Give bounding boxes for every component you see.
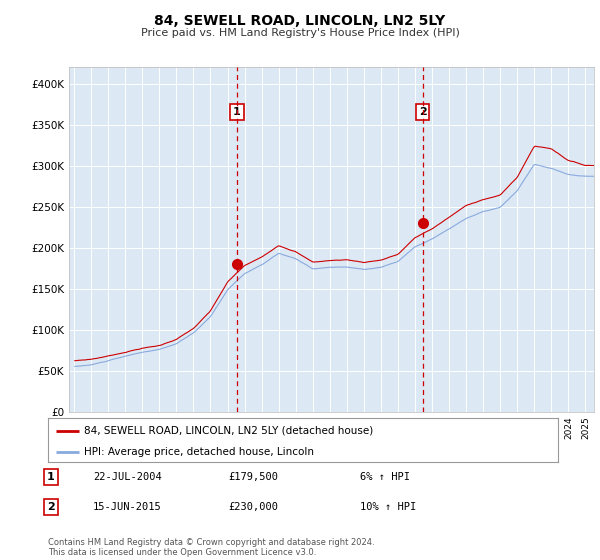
Text: Price paid vs. HM Land Registry's House Price Index (HPI): Price paid vs. HM Land Registry's House … [140, 28, 460, 38]
Text: 84, SEWELL ROAD, LINCOLN, LN2 5LY (detached house): 84, SEWELL ROAD, LINCOLN, LN2 5LY (detac… [84, 426, 373, 436]
Text: Contains HM Land Registry data © Crown copyright and database right 2024.
This d: Contains HM Land Registry data © Crown c… [48, 538, 374, 557]
Text: 2: 2 [419, 107, 427, 117]
Text: 10% ↑ HPI: 10% ↑ HPI [360, 502, 416, 512]
Text: HPI: Average price, detached house, Lincoln: HPI: Average price, detached house, Linc… [84, 447, 314, 458]
Text: 1: 1 [233, 107, 241, 117]
Text: 22-JUL-2004: 22-JUL-2004 [93, 472, 162, 482]
Text: £179,500: £179,500 [228, 472, 278, 482]
Text: 1: 1 [47, 472, 55, 482]
Text: 6% ↑ HPI: 6% ↑ HPI [360, 472, 410, 482]
Text: £230,000: £230,000 [228, 502, 278, 512]
Text: 2: 2 [47, 502, 55, 512]
Text: 15-JUN-2015: 15-JUN-2015 [93, 502, 162, 512]
Text: 84, SEWELL ROAD, LINCOLN, LN2 5LY: 84, SEWELL ROAD, LINCOLN, LN2 5LY [154, 14, 446, 28]
